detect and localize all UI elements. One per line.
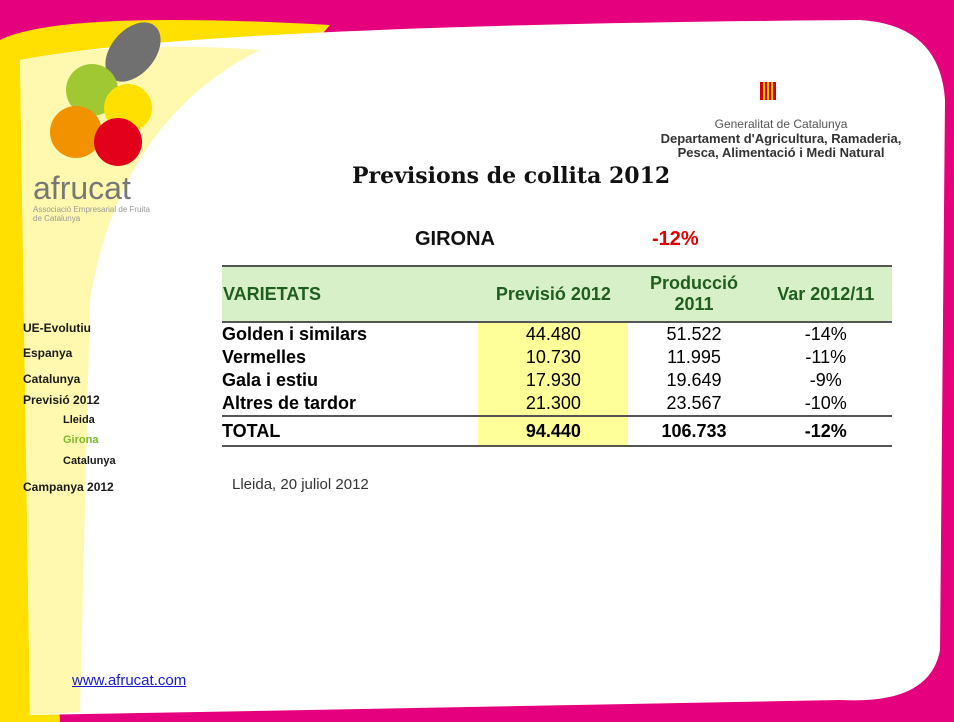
nav-item[interactable]: Catalunya [23, 372, 81, 386]
nav-item[interactable]: Previsió 2012 [23, 393, 100, 407]
logo-orange [50, 106, 102, 158]
nav-item[interactable]: Espanya [23, 346, 73, 360]
logo-subtext: Associació Empresarial de Fruita de Cata… [33, 205, 150, 223]
table-cell: -12% [759, 415, 892, 447]
table-cell: TOTAL [222, 415, 479, 447]
table-row: TOTAL 94.440 106.733 -12% [222, 415, 892, 447]
table-row: Gala i estiu 17.930 19.649 -9% [222, 369, 892, 392]
table-cell: 51.522 [666, 324, 722, 344]
column-header: Var 2012/11 [759, 265, 892, 323]
nav-item[interactable]: Girona [63, 434, 99, 446]
table-row: Vermelles 10.730 11.995 -11% [222, 346, 892, 369]
table-cell: 106.733 [628, 415, 760, 447]
table-row: Altres de tardor 21.300 23.567 -10% [222, 392, 892, 416]
table-cell: -14% [804, 324, 847, 344]
logo-red [94, 118, 142, 166]
gov-dept: Departament d'Agricultura, Ramaderia, [660, 131, 902, 146]
table-cell: 23.567 [666, 393, 722, 413]
region-variation: -12% [652, 228, 699, 250]
table-cell: Vermelles [222, 347, 307, 367]
website-link[interactable]: www.afrucat.com [72, 672, 187, 689]
logo-leaf [105, 22, 161, 82]
table-row: Golden i similars 44.480 51.522 -14% [222, 322, 892, 346]
table-cell: 94.440 [478, 415, 629, 447]
table-cell: -9% [809, 370, 842, 390]
table-cell: Golden i similars [222, 324, 368, 344]
region: GIRONA [415, 228, 495, 250]
gov-name: Generalitat de Catalunya [714, 117, 848, 131]
table-cell: 44.480 [478, 322, 629, 346]
table-cell: 10.730 [478, 346, 629, 369]
date-note: Lleida, 20 juliol 2012 [232, 476, 369, 493]
table-cell: 17.930 [478, 369, 629, 392]
table-cell: Altres de tardor [222, 393, 357, 413]
gov-emblem-stripes [763, 82, 773, 100]
nav-item[interactable]: Catalunya [63, 455, 116, 467]
table-cell: 21.300 [478, 392, 629, 416]
table-cell: -10% [804, 393, 847, 413]
logo-text: afrucat [33, 170, 131, 206]
column-header: Producció 2011 [628, 265, 760, 323]
gov-dept: Pesca, Alimentació i Medi Natural [677, 145, 885, 160]
forecast-table: VARIETATS Previsió 2012 Producció 2011 Var … [222, 265, 892, 447]
nav-item[interactable]: UE-Evolutiu [23, 321, 91, 335]
nav-item[interactable]: Campanya 2012 [23, 480, 114, 494]
slide-title: Previsions de collita 2012 [352, 163, 671, 189]
yellow-tint [20, 46, 260, 715]
table-cell: 19.649 [666, 370, 722, 390]
table-cell: 11.995 [667, 347, 721, 367]
table-cell: Gala i estiu [222, 370, 319, 390]
column-header: VARIETATS [222, 265, 479, 323]
table-cell: -11% [805, 347, 847, 367]
column-header: Previsió 2012 [478, 265, 629, 323]
nav-item[interactable]: Lleida [63, 414, 95, 426]
